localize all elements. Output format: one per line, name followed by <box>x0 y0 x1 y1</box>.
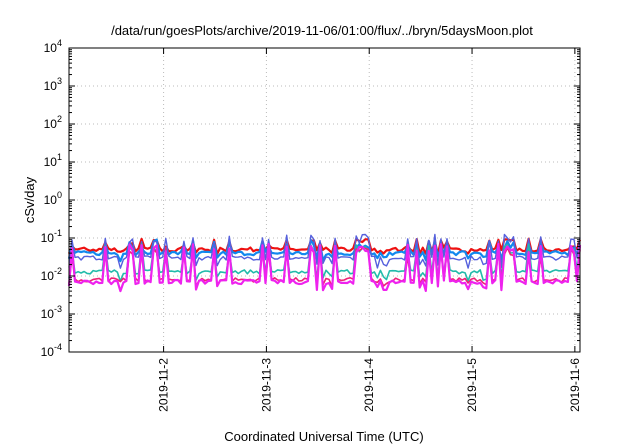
x-tick-label: 2019-11-4 <box>362 358 376 412</box>
series-line <box>67 242 582 293</box>
y-ticks: 10-4 10-3 10-2 10-1 100 101 102 103 104 <box>41 38 580 359</box>
x-axis-label: Coordinated Universal Time (UTC) <box>224 429 423 444</box>
x-tick-label: 2019-11-2 <box>157 358 171 412</box>
y-tick-label: 10-1 <box>41 228 62 245</box>
x-tick-label: 2019-11-6 <box>568 358 582 412</box>
series-group <box>67 233 582 293</box>
y-tick-label: 100 <box>44 190 62 207</box>
y-tick-label: 10-4 <box>41 342 62 359</box>
x-ticks: 2019-11-2 2019-11-3 2019-11-4 2019-11-5 2019… <box>157 48 582 412</box>
y-tick-label: 101 <box>44 152 62 169</box>
y-tick-label: 102 <box>44 114 62 131</box>
y-axis-label: cSv/day <box>22 176 37 223</box>
y-tick-label: 104 <box>44 38 62 55</box>
x-tick-label: 2019-11-3 <box>259 358 273 412</box>
grid <box>69 48 580 352</box>
chart-title: /data/run/goesPlots/archive/2019-11-06/0… <box>111 23 533 38</box>
y-tick-label: 10-2 <box>41 266 62 283</box>
y-tick-label: 103 <box>44 76 62 93</box>
x-tick-label: 2019-11-5 <box>465 358 479 412</box>
y-tick-label: 10-3 <box>41 304 62 321</box>
series-line <box>68 233 581 269</box>
